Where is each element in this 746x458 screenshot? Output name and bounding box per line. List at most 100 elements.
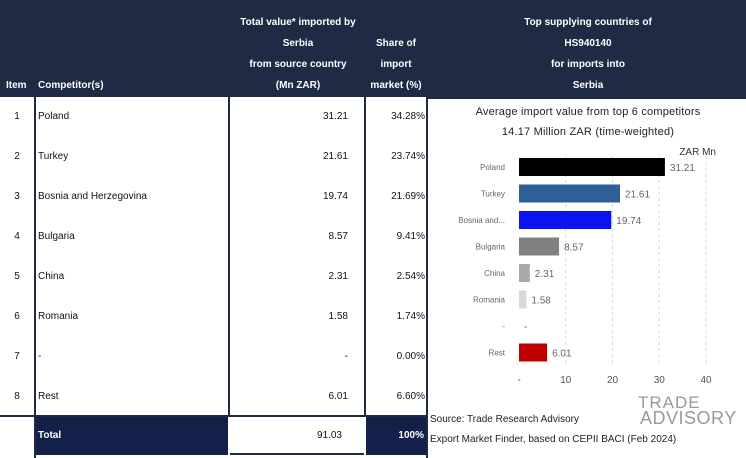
category-label: Bosnia and... <box>458 216 505 225</box>
row-value: 8.57 <box>328 231 348 242</box>
category-label: Bulgaria <box>476 243 506 252</box>
source-line2: Export Market Finder, based on CEPII BAC… <box>430 434 677 445</box>
x-tick-label: - <box>517 375 520 386</box>
data-label: 2.31 <box>535 269 555 280</box>
row-value: 2.31 <box>328 271 348 282</box>
table-row: 8 Rest 6.01 6.60% <box>0 377 426 417</box>
row-competitor: China <box>38 271 65 282</box>
total-label: Total <box>34 417 228 455</box>
column-divider <box>34 97 36 417</box>
row-share: 21.69% <box>391 191 425 202</box>
row-item: 2 <box>14 151 20 162</box>
header-value-line1: Total value* imported by <box>240 17 356 28</box>
row-value: - <box>344 351 348 362</box>
x-tick-label: 40 <box>700 375 712 386</box>
header-competitor: Competitor(s) <box>38 80 104 91</box>
x-axis-label: ZAR Mn <box>679 147 716 158</box>
header-value-line2: Serbia <box>282 38 314 49</box>
right-header-line3: for imports into <box>551 59 625 70</box>
row-share: 34.28% <box>391 111 425 122</box>
bar <box>519 290 527 309</box>
x-tick-label: 30 <box>654 375 666 386</box>
row-value: 19.74 <box>322 191 348 202</box>
table-row: 4 Bulgaria 8.57 9.41% <box>0 217 426 257</box>
category-label: Turkey <box>481 190 505 199</box>
data-label: - <box>524 322 527 333</box>
category-label: Romania <box>473 296 506 305</box>
category-label: Poland <box>480 163 505 172</box>
row-item: 1 <box>14 111 20 122</box>
bar <box>519 211 612 229</box>
row-share: 2.54% <box>396 271 425 282</box>
table-row: 7 - - 0.00% <box>0 337 426 377</box>
header-item: Item <box>6 80 27 91</box>
row-share: 6.60% <box>396 391 425 402</box>
chart-top-border <box>428 97 746 99</box>
column-divider <box>426 97 428 458</box>
data-label: 8.57 <box>564 243 584 254</box>
table-header: Item Competitor(s) Total value* imported… <box>0 0 746 97</box>
total-value: 91.03 <box>230 417 364 455</box>
header-value-line3: from source country <box>249 59 347 70</box>
right-header-line4: Serbia <box>572 80 604 91</box>
row-competitor: Romania <box>38 311 79 322</box>
data-label: 1.58 <box>531 296 551 307</box>
table-bottom-border <box>0 415 428 417</box>
row-value: 1.58 <box>328 311 348 322</box>
total-share: 100% <box>366 417 426 455</box>
row-item: 7 <box>14 351 20 362</box>
category-label: China <box>484 269 505 278</box>
data-label: 19.74 <box>616 216 641 227</box>
data-label: 31.21 <box>670 163 695 174</box>
row-value: 31.21 <box>322 111 348 122</box>
chart-subtitle: 14.17 Million ZAR (time-weighted) <box>501 126 675 138</box>
header-share-line1: Share of <box>375 38 416 49</box>
chart-title: Average import value from top 6 competit… <box>475 106 701 118</box>
x-tick-label: 10 <box>560 375 572 386</box>
table-row: 5 China 2.31 2.54% <box>0 257 426 297</box>
row-competitor: Bulgaria <box>38 231 75 242</box>
data-label: 21.61 <box>625 190 650 201</box>
row-value: 6.01 <box>328 391 348 402</box>
right-header-line2: HS940140 <box>564 38 612 49</box>
row-competitor: Poland <box>38 111 70 122</box>
column-divider <box>34 417 36 458</box>
bar <box>519 184 621 203</box>
row-item: 3 <box>14 191 20 202</box>
right-header-line1: Top supplying countries of <box>524 17 652 28</box>
bar <box>519 158 665 176</box>
row-competitor: Turkey <box>38 151 69 162</box>
data-label: 6.01 <box>552 349 572 360</box>
table-row: 3 Bosnia and Herzegovina 19.74 21.69% <box>0 177 426 217</box>
row-item: 8 <box>14 391 20 402</box>
trade-advisory-logo-line1: TRADE <box>638 393 701 412</box>
trade-advisory-logo-line2: ADVISORY <box>640 408 737 428</box>
column-divider <box>228 97 230 417</box>
row-item: 5 <box>14 271 20 282</box>
table-row: 6 Romania 1.58 1.74% <box>0 297 426 337</box>
row-item: 6 <box>14 311 20 322</box>
column-divider <box>364 97 366 417</box>
row-value: 21.61 <box>322 151 348 162</box>
row-share: 9.41% <box>396 231 425 242</box>
row-competitor: - <box>38 351 42 362</box>
row-share: 1.74% <box>396 311 425 322</box>
header-value-line4: (Mn ZAR) <box>275 80 321 91</box>
bar <box>519 237 560 256</box>
row-share: 23.74% <box>391 151 425 162</box>
x-tick-label: 20 <box>607 375 619 386</box>
table-row: 2 Turkey 21.61 23.74% <box>0 137 426 177</box>
header-share-line3: market (%) <box>370 80 422 91</box>
source-line1: Source: Trade Research Advisory <box>430 414 579 425</box>
row-competitor: Bosnia and Herzegovina <box>38 191 147 202</box>
category-label: Rest <box>489 349 506 358</box>
table-row: 1 Poland 31.21 34.28% <box>0 97 426 137</box>
bar-chart: - 10 20 30 40 ZAR Mn Poland 31.21 Turkey 21.61 Bos… <box>458 147 716 386</box>
row-competitor: Rest <box>38 391 59 402</box>
category-label: - <box>502 322 505 331</box>
row-item: 4 <box>14 231 20 242</box>
bar <box>519 343 548 362</box>
bar <box>519 264 530 282</box>
header-share-line2: import <box>380 59 412 70</box>
row-share: 0.00% <box>396 351 425 362</box>
